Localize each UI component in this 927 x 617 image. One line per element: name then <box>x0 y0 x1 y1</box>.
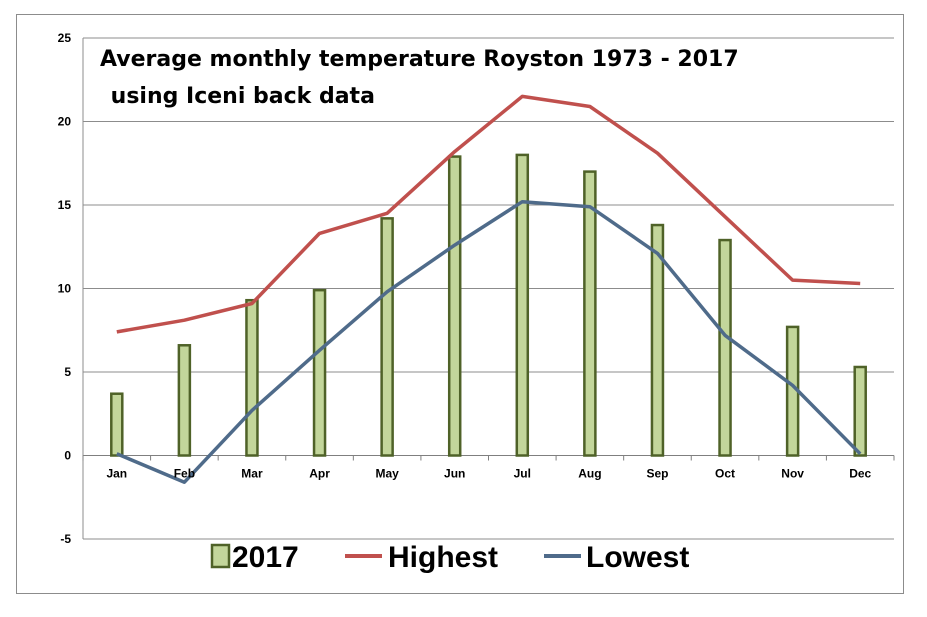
legend-label-highest: Highest <box>388 541 498 574</box>
line-highest <box>116 94 861 334</box>
y-tick-label: 5 <box>64 365 71 379</box>
line-lowest <box>116 199 862 484</box>
y-tick-label: 25 <box>58 31 72 45</box>
x-tick-label: Oct <box>715 467 735 481</box>
x-tick-label: Mar <box>241 467 263 481</box>
legend-label-2017: 2017 <box>232 541 299 574</box>
x-tick-label: Apr <box>309 467 330 481</box>
bar-series-2017 <box>110 153 867 457</box>
y-axis-tick-labels: -5 0 5 10 15 20 25 <box>58 31 72 546</box>
x-tick-label: Jul <box>514 467 531 481</box>
bar-2017-aug <box>583 170 597 457</box>
bar-2017-oct <box>718 238 732 457</box>
bar-2017-may <box>380 217 394 457</box>
x-tick-label: Sep <box>646 467 668 481</box>
line-series <box>116 94 862 484</box>
y-tick-label: 20 <box>58 115 72 129</box>
chart-title-line-1: Average monthly temperature Royston 1973… <box>100 47 739 72</box>
bar-2017-feb <box>177 344 192 457</box>
bar-2017-jan <box>110 392 124 457</box>
x-axis-tick-labels: Jan Feb Mar Apr May Jun Jul Aug Sep Oct Nov Dec <box>106 467 871 481</box>
legend-label-lowest: Lowest <box>586 541 689 574</box>
bar-2017-dec <box>853 365 867 457</box>
chart-title: Average monthly temperature Royston 1973… <box>100 47 739 109</box>
y-tick-label: 10 <box>58 282 72 296</box>
legend-swatch-2017 <box>210 543 231 569</box>
bar-2017-jul <box>515 153 530 457</box>
x-tick-label: Dec <box>849 467 871 481</box>
x-tick-label: Aug <box>578 467 601 481</box>
bar-2017-sep <box>650 223 665 457</box>
x-tick-label: Jun <box>444 467 465 481</box>
legend: 2017 Highest Lowest <box>210 541 689 574</box>
grid-lines <box>82 37 895 540</box>
y-tick-label: 0 <box>64 449 71 463</box>
x-tick-label: Jan <box>106 467 127 481</box>
y-tick-label: 15 <box>58 198 72 212</box>
bar-2017-apr <box>312 288 327 457</box>
bar-2017-mar <box>245 298 259 457</box>
chart-title-line-2: using Iceni back data <box>103 84 375 109</box>
bar-2017-jun <box>447 155 462 457</box>
x-tick-label: Nov <box>781 467 804 481</box>
y-tick-label: -5 <box>60 532 71 546</box>
x-tick-label: May <box>375 467 399 481</box>
x-tick-label: Feb <box>174 467 195 481</box>
